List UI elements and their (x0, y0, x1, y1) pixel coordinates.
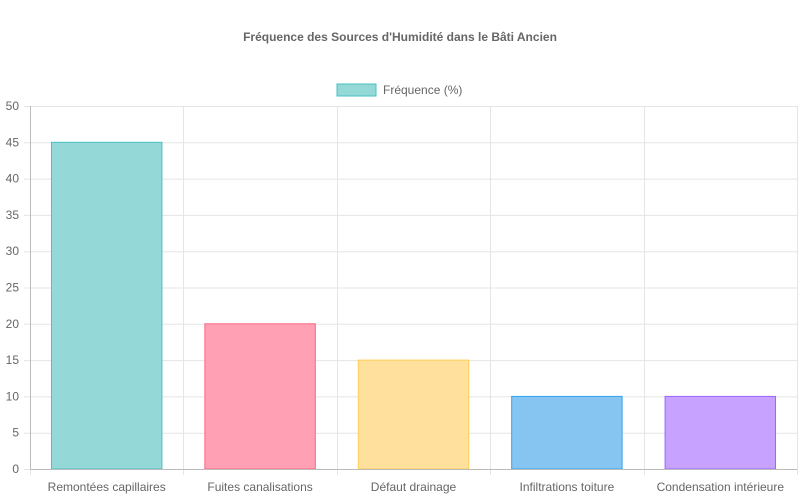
y-tick-label: 20 (6, 317, 20, 331)
bar[interactable] (664, 395, 777, 470)
chart-title: Fréquence des Sources d'Humidité dans le… (243, 30, 557, 44)
y-tick-label: 50 (6, 99, 20, 113)
y-tick-label: 35 (6, 208, 20, 222)
legend-swatch (336, 83, 377, 97)
legend[interactable]: Fréquence (%) (336, 83, 462, 97)
y-tick-label: 40 (6, 172, 20, 186)
bar[interactable] (357, 359, 470, 470)
legend-label: Fréquence (%) (383, 83, 462, 97)
x-tick-label: Condensation intérieure (657, 480, 785, 494)
bar[interactable] (204, 323, 316, 470)
bar[interactable] (511, 395, 623, 470)
x-tick-label: Infiltrations toiture (520, 480, 615, 494)
y-axis: 0 5 10 15 20 25 30 35 40 45 50 (6, 99, 31, 476)
bar[interactable] (50, 141, 163, 470)
x-tick-label: Remontées capillaires (48, 480, 166, 494)
y-tick-label: 10 (6, 389, 20, 403)
x-tick-label: Défaut drainage (371, 480, 457, 494)
y-tick-label: 0 (12, 462, 19, 476)
y-tick-label: 15 (6, 353, 20, 367)
y-tick-label: 30 (6, 244, 20, 258)
x-axis: Remontées capillaires Fuites canalisation… (30, 469, 797, 494)
bars (50, 141, 777, 470)
x-tick-label: Fuites canalisations (207, 480, 312, 494)
y-tick-label: 5 (12, 426, 19, 440)
y-tick-label: 45 (6, 135, 20, 149)
y-tick-label: 25 (6, 281, 20, 295)
